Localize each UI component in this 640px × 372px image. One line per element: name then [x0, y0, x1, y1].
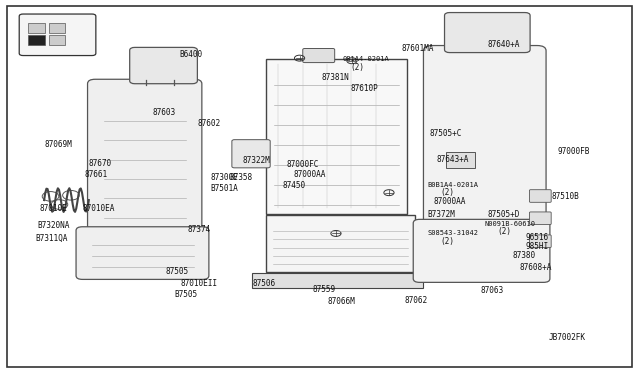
Text: 87643+A: 87643+A	[436, 155, 468, 164]
Text: 985HI: 985HI	[525, 241, 548, 250]
FancyBboxPatch shape	[88, 79, 202, 239]
Text: 87380: 87380	[513, 251, 536, 260]
Text: B0B1A4-0201A: B0B1A4-0201A	[428, 182, 478, 188]
Text: 87608+A: 87608+A	[519, 263, 552, 272]
Text: 87010EA: 87010EA	[83, 204, 115, 213]
Text: 87602: 87602	[197, 119, 221, 128]
FancyBboxPatch shape	[529, 212, 551, 225]
Text: B6400: B6400	[179, 50, 203, 59]
Text: B7320NA: B7320NA	[37, 221, 70, 230]
Text: 87010E: 87010E	[39, 204, 67, 213]
Text: 87559: 87559	[312, 285, 335, 294]
Text: 87358: 87358	[229, 173, 252, 182]
Text: 87661: 87661	[85, 170, 108, 179]
Text: 87000AA: 87000AA	[434, 197, 466, 206]
Text: 87603: 87603	[153, 108, 176, 117]
FancyBboxPatch shape	[413, 219, 550, 282]
Text: 87000AA: 87000AA	[293, 170, 326, 179]
Text: 87450: 87450	[283, 181, 306, 190]
Text: 87670: 87670	[89, 159, 112, 168]
FancyBboxPatch shape	[76, 227, 209, 279]
FancyBboxPatch shape	[232, 140, 270, 168]
Text: 87381N: 87381N	[321, 73, 349, 82]
Text: (2): (2)	[497, 227, 511, 236]
Text: JB7002FK: JB7002FK	[548, 333, 586, 343]
Text: 87063: 87063	[481, 286, 504, 295]
Text: 081A4-0201A: 081A4-0201A	[342, 56, 389, 62]
Text: 87322M: 87322M	[242, 156, 270, 165]
Text: 87505+C: 87505+C	[430, 129, 462, 138]
FancyBboxPatch shape	[19, 14, 96, 55]
Text: 87010EII: 87010EII	[180, 279, 218, 288]
Text: 87374: 87374	[187, 225, 211, 234]
Bar	[49, 23, 65, 33]
Text: 87066M: 87066M	[328, 297, 355, 306]
Text: (2): (2)	[440, 237, 454, 246]
Text: (2): (2)	[351, 63, 365, 72]
FancyBboxPatch shape	[303, 48, 335, 62]
FancyBboxPatch shape	[266, 58, 407, 214]
Text: B7501A: B7501A	[210, 185, 238, 193]
FancyBboxPatch shape	[529, 235, 551, 247]
Bar	[252, 273, 423, 288]
Text: 87300E: 87300E	[210, 173, 238, 182]
FancyBboxPatch shape	[529, 190, 551, 202]
Text: B7505: B7505	[174, 290, 198, 299]
FancyBboxPatch shape	[130, 47, 197, 84]
Bar	[447, 152, 474, 168]
Text: (2): (2)	[440, 188, 454, 197]
FancyBboxPatch shape	[266, 215, 415, 272]
Bar	[49, 35, 65, 45]
Text: S08543-31042: S08543-31042	[428, 230, 478, 237]
Text: 97000FB: 97000FB	[557, 147, 590, 156]
Text: N0091B-60610: N0091B-60610	[484, 221, 536, 227]
Text: B7311QA: B7311QA	[36, 234, 68, 243]
Text: 87000FC: 87000FC	[287, 160, 319, 169]
Bar	[28, 35, 45, 45]
Text: 87640+A: 87640+A	[487, 40, 520, 49]
Text: 87610P: 87610P	[351, 84, 378, 93]
Text: 87069M: 87069M	[44, 140, 72, 149]
Text: 87505: 87505	[166, 267, 189, 276]
Bar	[28, 23, 45, 33]
Text: B7372M: B7372M	[428, 211, 455, 219]
Text: 87062: 87062	[404, 296, 428, 305]
Text: 87601MA: 87601MA	[402, 44, 434, 52]
FancyBboxPatch shape	[445, 13, 530, 52]
Text: 87505+D: 87505+D	[487, 211, 520, 219]
Text: 87506: 87506	[253, 279, 276, 288]
Text: 96516: 96516	[525, 232, 548, 242]
Text: 87510B: 87510B	[551, 192, 579, 201]
FancyBboxPatch shape	[424, 45, 546, 225]
